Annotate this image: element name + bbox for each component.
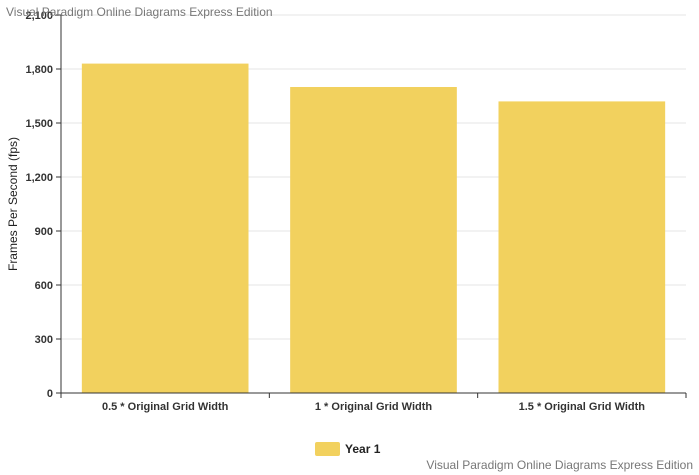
y-tick-label: 1,500 bbox=[25, 118, 53, 130]
watermark-top: Visual Paradigm Online Diagrams Express … bbox=[6, 5, 273, 19]
legend: Year 1 bbox=[315, 442, 381, 456]
x-tick-label: 1.5 * Original Grid Width bbox=[519, 401, 646, 413]
y-tick-label: 300 bbox=[35, 334, 53, 346]
y-tick-label: 600 bbox=[35, 280, 53, 292]
axes bbox=[56, 14, 687, 398]
bar bbox=[498, 101, 666, 394]
y-tick-label: 1,800 bbox=[25, 64, 53, 76]
y-tick-label: 2,100 bbox=[25, 10, 53, 22]
watermark-bottom: Visual Paradigm Online Diagrams Express … bbox=[426, 458, 693, 472]
bars bbox=[81, 63, 666, 394]
legend-label: Year 1 bbox=[345, 442, 381, 456]
y-tick-label: 900 bbox=[35, 226, 53, 238]
y-tick-label: 1,200 bbox=[25, 172, 53, 184]
y-axis-label: Frames Per Second (fps) bbox=[6, 137, 20, 271]
x-tick-label: 0.5 * Original Grid Width bbox=[102, 401, 229, 413]
legend-swatch bbox=[315, 442, 340, 456]
x-tick-labels: 0.5 * Original Grid Width 1 * Original Gr… bbox=[102, 401, 645, 413]
x-tick-label: 1 * Original Grid Width bbox=[315, 401, 433, 413]
y-tick-labels: 0 300 600 900 1,200 1,500 1,800 2,100 bbox=[25, 10, 53, 400]
bar bbox=[290, 87, 457, 393]
bar bbox=[81, 63, 249, 393]
y-tick-label: 0 bbox=[47, 388, 53, 400]
